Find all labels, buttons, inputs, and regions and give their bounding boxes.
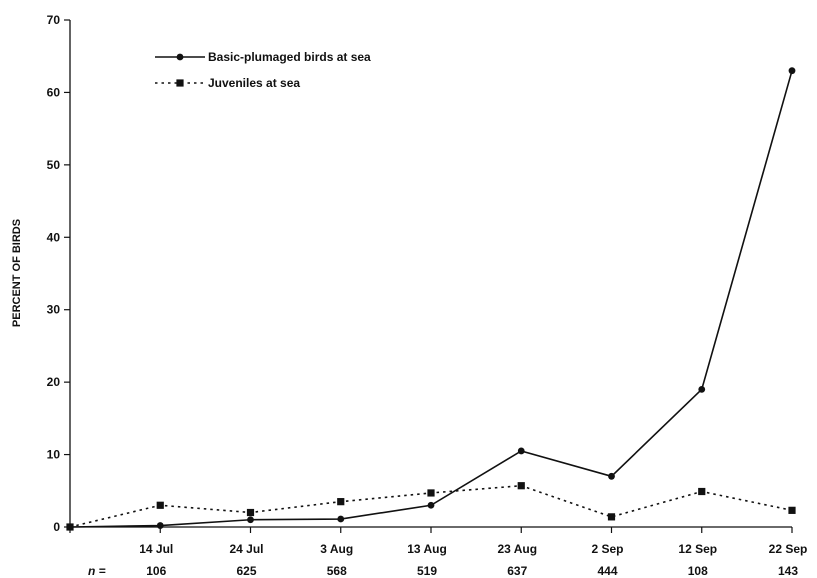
data-point-circle [608,472,615,480]
data-point-square [517,482,525,490]
series-layer [66,67,796,531]
y-tick-label: 60 [47,85,61,99]
y-tick-label: 50 [47,158,61,172]
y-tick-label: 20 [47,375,61,389]
sample-size-value: 106 [146,564,166,578]
data-point-square [788,506,796,514]
sample-size-value: 444 [597,564,617,578]
legend: Basic-plumaged birds at sea Juveniles at … [155,50,371,90]
sample-size-value: 568 [327,564,347,578]
x-tick-label: 14 Jul [139,542,173,556]
data-point-circle [788,67,796,75]
data-point-square [337,498,345,506]
data-point-circle [427,501,435,509]
x-tick-label: 23 Aug [497,542,537,556]
data-point-square [427,489,435,497]
sample-size-row: 106 625 568 519 637 444 108 143 [146,564,798,578]
data-point-square [607,513,616,521]
y-tick-label: 0 [53,520,60,534]
data-point-square [698,487,706,496]
legend-marker-circle [176,53,184,61]
data-point-square [66,523,74,531]
y-tick-label: 70 [47,13,61,27]
x-tick-label: 24 Jul [229,542,263,556]
y-tick-label: 10 [47,448,61,462]
data-point-circle [247,516,254,524]
legend-label-1: Basic-plumaged birds at sea [208,50,371,64]
sample-size-value: 519 [417,564,437,578]
sample-size-value: 625 [236,564,256,578]
x-tick-label: 22 Sep [769,542,808,556]
data-point-square [246,508,255,517]
sample-size-value: 637 [507,564,527,578]
sample-size-value: 143 [778,564,798,578]
data-point-circle [337,515,345,523]
n-label: n = [88,564,106,578]
data-point-circle [698,385,706,393]
legend-label-2: Juveniles at sea [208,76,300,90]
x-axis-ticks: 14 Jul 24 Jul 3 Aug 13 Aug 23 Aug 2 Sep 12 Sep… [69,527,808,556]
legend-marker-square [176,79,184,87]
data-point-circle [156,522,164,529]
y-axis-title: PERCENT OF BIRDS [11,219,23,327]
x-tick-label: 3 Aug [320,542,353,556]
y-tick-label: 40 [47,230,61,244]
series-line-1 [69,70,793,528]
data-point-circle [517,447,525,455]
x-tick-label: 12 Sep [678,542,717,556]
sample-size-value: 108 [688,564,708,578]
y-axis-ticks: 0 10 20 30 40 50 60 70 [47,13,70,534]
x-tick-label: 13 Aug [407,542,447,556]
x-tick-label: 2 Sep [591,542,623,556]
data-point-square [156,501,164,509]
y-tick-label: 30 [47,303,61,317]
